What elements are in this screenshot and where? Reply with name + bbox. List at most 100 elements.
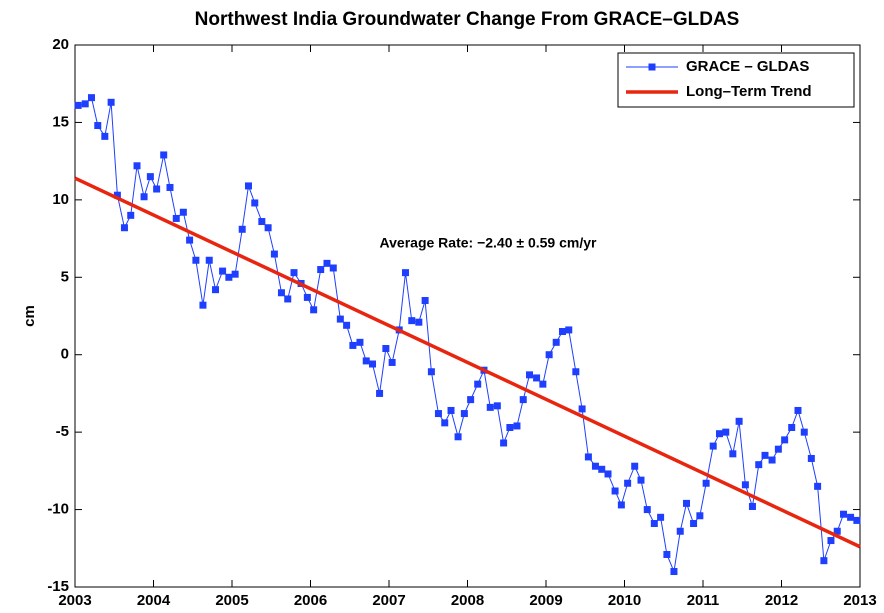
- data-point: [133, 162, 141, 170]
- data-point: [533, 374, 541, 382]
- y-tick-label: -10: [47, 501, 69, 518]
- data-point: [186, 236, 194, 244]
- x-tick-label: 2008: [451, 592, 484, 609]
- data-point: [415, 318, 423, 326]
- annotation: Average Rate: −2.40 ± 0.59 cm/yr: [380, 235, 597, 251]
- data-point: [539, 380, 547, 388]
- data-point: [317, 266, 325, 274]
- data-point: [519, 396, 527, 404]
- data-point: [362, 357, 370, 365]
- data-point: [526, 371, 534, 379]
- data-point: [270, 250, 278, 258]
- data-point: [251, 199, 259, 207]
- data-point: [454, 433, 462, 441]
- data-point: [427, 368, 435, 376]
- data-point: [696, 512, 704, 520]
- data-point: [558, 327, 566, 335]
- data-point: [441, 419, 449, 427]
- data-point: [101, 132, 109, 140]
- y-tick-label: 20: [52, 36, 69, 53]
- x-tick-label: 2010: [608, 592, 641, 609]
- data-point: [467, 396, 475, 404]
- data-point: [153, 185, 161, 193]
- data-point: [474, 380, 482, 388]
- x-tick-label: 2009: [529, 592, 562, 609]
- data-point: [643, 506, 651, 514]
- data-point: [853, 516, 861, 524]
- x-tick-label: 2004: [137, 592, 171, 609]
- data-point: [219, 267, 227, 275]
- data-point: [800, 428, 808, 436]
- data-point: [231, 270, 239, 278]
- data-point: [323, 259, 331, 267]
- data-point: [781, 436, 789, 444]
- data-point: [244, 182, 252, 190]
- data-point: [303, 293, 311, 301]
- data-point: [408, 317, 416, 325]
- data-point: [329, 264, 337, 272]
- data-point: [774, 445, 782, 453]
- data-point: [238, 225, 246, 233]
- data-point: [349, 341, 357, 349]
- data-point: [376, 389, 384, 397]
- data-point: [94, 122, 102, 130]
- data-point: [460, 410, 468, 418]
- x-tick-label: 2006: [294, 592, 327, 609]
- data-point: [578, 405, 586, 413]
- data-point: [702, 479, 710, 487]
- data-point: [493, 402, 501, 410]
- y-tick-label: 15: [52, 113, 69, 130]
- data-point: [421, 297, 429, 305]
- data-point: [513, 422, 521, 430]
- data-point: [277, 289, 285, 297]
- data-point: [722, 428, 730, 436]
- y-tick-label: 10: [52, 191, 69, 208]
- data-point: [127, 211, 135, 219]
- plot-area: [74, 44, 861, 588]
- data-point: [611, 487, 619, 495]
- data-point: [343, 321, 351, 329]
- data-point: [820, 557, 828, 565]
- data-point: [140, 193, 148, 201]
- data-point: [258, 218, 266, 226]
- legend-box: [617, 52, 855, 108]
- data-point: [447, 406, 455, 414]
- data-point: [814, 482, 822, 490]
- x-tick-label: 2007: [372, 592, 405, 609]
- data-point: [604, 470, 612, 478]
- data-point: [683, 499, 691, 507]
- data-point: [676, 527, 684, 535]
- data-point: [160, 151, 168, 159]
- legend-marker: [648, 63, 656, 71]
- y-tick-label: -5: [56, 423, 69, 440]
- data-point: [179, 208, 187, 216]
- data-point: [617, 501, 625, 509]
- data-point: [74, 101, 82, 109]
- data-point: [388, 358, 396, 366]
- data-point: [709, 442, 717, 450]
- data-point: [755, 461, 763, 469]
- legend: GRACE – GLDAS Long–Term Trend: [617, 52, 855, 108]
- data-point: [741, 481, 749, 489]
- data-point: [172, 214, 180, 222]
- data-point: [506, 423, 514, 431]
- data-point: [401, 269, 409, 277]
- data-point: [761, 451, 769, 459]
- data-point: [735, 417, 743, 425]
- data-point: [192, 256, 200, 264]
- data-point: [205, 256, 213, 264]
- data-point: [624, 479, 632, 487]
- data-point: [840, 510, 848, 518]
- series-line: [78, 96, 858, 574]
- data-point: [225, 273, 233, 281]
- data-point: [290, 269, 298, 277]
- data-point: [369, 360, 377, 368]
- data-point: [87, 94, 95, 102]
- data-point: [598, 465, 606, 473]
- data-point: [264, 224, 272, 232]
- data-point: [847, 513, 855, 521]
- data-point: [715, 430, 723, 438]
- data-point: [310, 306, 318, 314]
